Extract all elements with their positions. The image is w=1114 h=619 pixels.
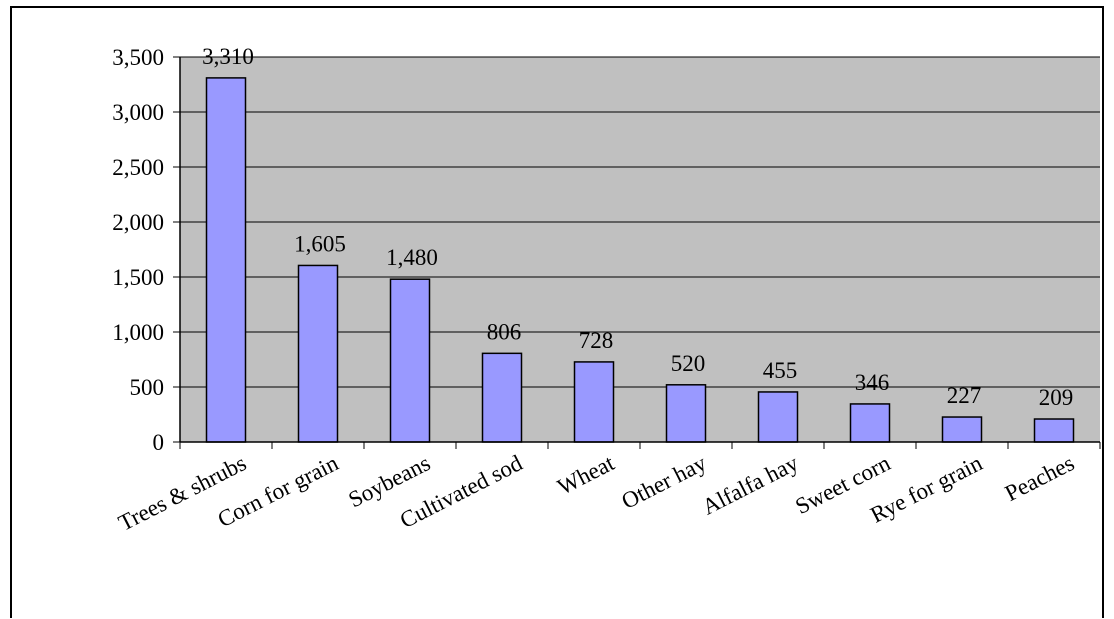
data-label: 346 [855,370,890,395]
data-labels: 3,310 1,605 1,480 806 728 520 455 346 227 209 [202,44,1073,410]
y-tick-label: 1,500 [112,265,164,290]
data-label: 806 [487,319,522,344]
data-label: 227 [947,383,982,408]
x-tick-label: Alfalfa hay [698,450,803,520]
data-label: 455 [763,358,798,383]
bar [389,278,431,443]
data-label: 1,605 [294,231,346,256]
bar [1033,418,1075,443]
y-axis-ticks: 0 500 1,000 1,500 2,000 2,500 3,000 3,500 [112,45,180,455]
bar [941,416,983,443]
y-tick-label: 2,500 [112,155,164,180]
bar [757,391,799,443]
y-tick-label: 2,000 [112,210,164,235]
bar [665,384,707,443]
bar [573,361,615,443]
y-tick-label: 500 [130,375,165,400]
data-label: 520 [671,351,706,376]
bar [205,77,247,443]
bar [849,403,891,443]
data-label: 1,480 [386,245,438,270]
data-label: 728 [579,328,614,353]
bar [481,352,523,443]
y-tick-label: 3,500 [112,45,164,70]
x-tick-label: Peaches [1001,450,1078,506]
x-tick-label: Wheat [553,450,618,500]
bars [205,77,1075,443]
x-tick-label: Other hay [618,450,711,514]
y-tick-label: 3,000 [112,100,164,125]
data-label: 3,310 [202,44,254,69]
data-label: 209 [1039,385,1074,410]
y-tick-label: 0 [153,430,165,455]
y-tick-label: 1,000 [112,320,164,345]
bar [297,264,339,443]
gridlines [180,56,1100,388]
